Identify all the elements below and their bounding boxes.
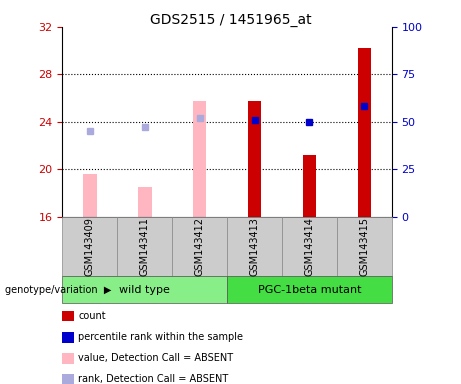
Text: genotype/variation  ▶: genotype/variation ▶ xyxy=(5,285,111,295)
Bar xyxy=(302,155,316,217)
Text: PGC-1beta mutant: PGC-1beta mutant xyxy=(258,285,361,295)
Bar xyxy=(193,101,207,217)
Text: value, Detection Call = ABSENT: value, Detection Call = ABSENT xyxy=(78,353,233,363)
Text: GSM143412: GSM143412 xyxy=(195,217,205,276)
Text: GSM143414: GSM143414 xyxy=(304,217,314,276)
Text: GSM143413: GSM143413 xyxy=(249,217,260,276)
Text: GSM143415: GSM143415 xyxy=(360,217,369,276)
Text: GDS2515 / 1451965_at: GDS2515 / 1451965_at xyxy=(150,13,311,27)
Text: GSM143409: GSM143409 xyxy=(85,217,95,276)
Bar xyxy=(138,187,152,217)
Text: percentile rank within the sample: percentile rank within the sample xyxy=(78,332,243,342)
Bar xyxy=(248,101,261,217)
Bar xyxy=(83,174,96,217)
Text: wild type: wild type xyxy=(119,285,170,295)
Bar xyxy=(358,48,371,217)
Text: GSM143411: GSM143411 xyxy=(140,217,150,276)
Text: count: count xyxy=(78,311,106,321)
Text: rank, Detection Call = ABSENT: rank, Detection Call = ABSENT xyxy=(78,374,229,384)
